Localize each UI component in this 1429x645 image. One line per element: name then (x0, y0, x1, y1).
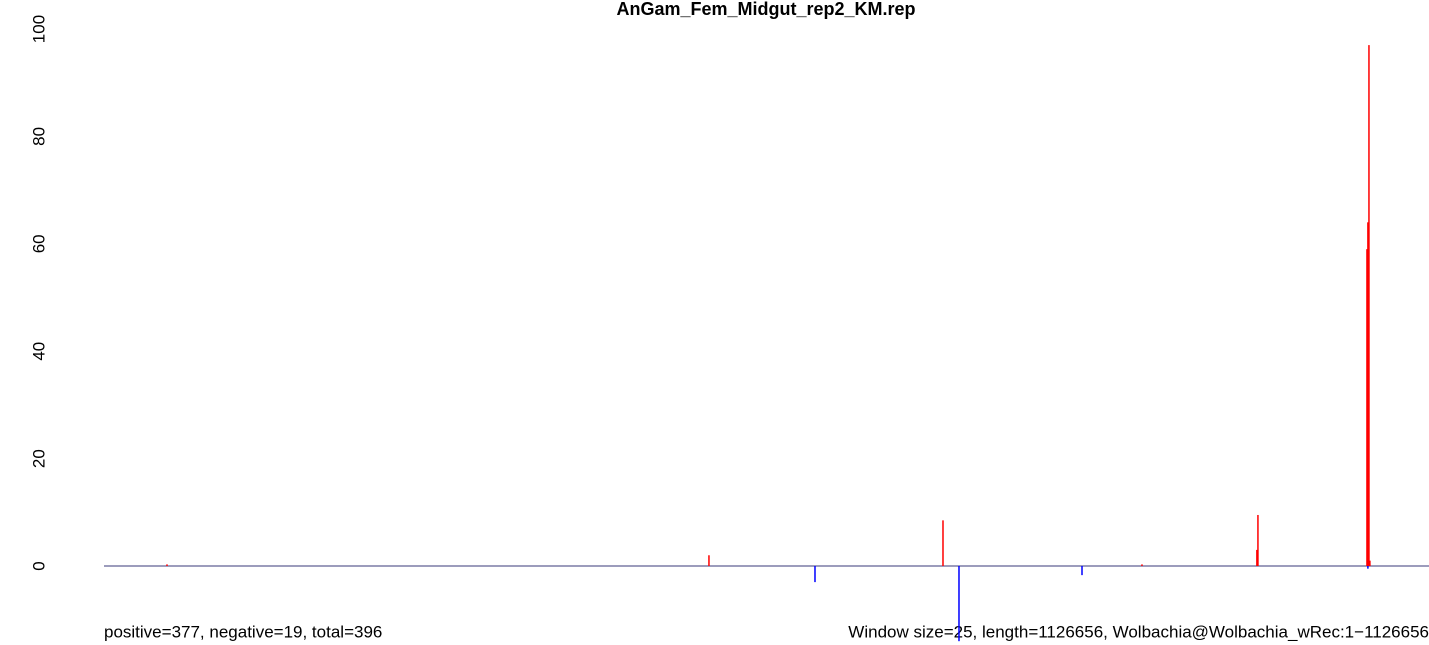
bar (1367, 566, 1369, 569)
bar (1081, 566, 1083, 576)
bar (1369, 560, 1371, 566)
bar (166, 564, 168, 566)
bar (1366, 249, 1368, 567)
bar (1368, 45, 1370, 567)
bar (1257, 514, 1259, 566)
bar (958, 566, 960, 642)
bar (814, 566, 816, 583)
bar (1256, 549, 1258, 566)
bar (942, 520, 944, 566)
y-tick-label: 100 (29, 15, 48, 43)
chart-title: AnGam_Fem_Midgut_rep2_KM.rep (616, 0, 915, 19)
y-tick-label: 60 (29, 234, 48, 253)
bar (1367, 222, 1369, 566)
footer-left: positive=377, negative=19, total=396 (104, 622, 382, 641)
y-tick-label: 20 (29, 449, 48, 468)
footer-right: Window size=25, length=1126656, Wolbachi… (848, 622, 1429, 641)
bar (1141, 564, 1143, 566)
y-tick-label: 0 (29, 561, 48, 570)
y-tick-label: 80 (29, 127, 48, 146)
y-tick-label: 40 (29, 342, 48, 361)
bar (708, 555, 710, 566)
